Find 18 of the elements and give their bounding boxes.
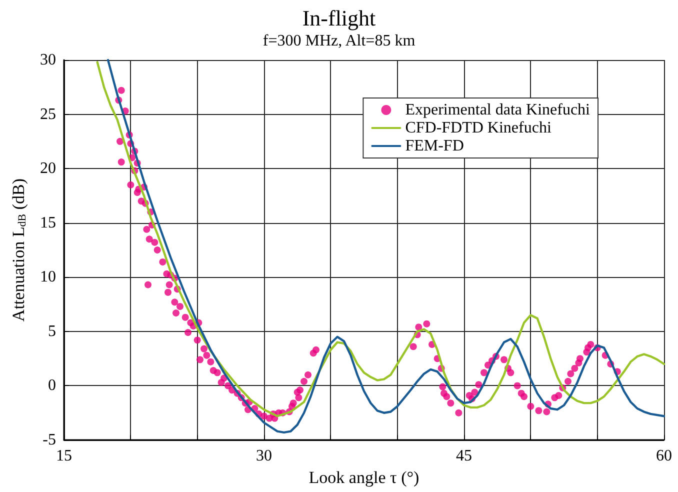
y-tick-label: 20	[40, 160, 56, 178]
y-tick-label: 5	[48, 322, 56, 340]
y-tick-label: 30	[40, 52, 56, 68]
chart-title: In-flight	[302, 6, 376, 30]
legend-label: Experimental data Kinefuchi	[405, 102, 591, 118]
legend-label: CFD-FDTD Kinefuchi	[405, 120, 552, 136]
y-tick-label: 25	[40, 106, 56, 123]
y-tick-label: 10	[40, 268, 56, 286]
x-tick-label: 45	[456, 448, 472, 464]
y-tick-label: -5	[42, 432, 56, 448]
chart-subtitle: f=300 MHz, Alt=85 km	[262, 32, 416, 50]
legend-label: FEM-FD	[405, 138, 464, 154]
x-axis-title: Look angle τ (°)	[308, 468, 420, 487]
x-tick-label: 30	[256, 448, 272, 464]
y-axis-title: Attenuation LdB (dB)	[9, 178, 28, 322]
y-tick-label: 0	[48, 377, 56, 394]
x-tick-label: 60	[656, 448, 672, 464]
y-tick-label: 15	[40, 214, 56, 232]
